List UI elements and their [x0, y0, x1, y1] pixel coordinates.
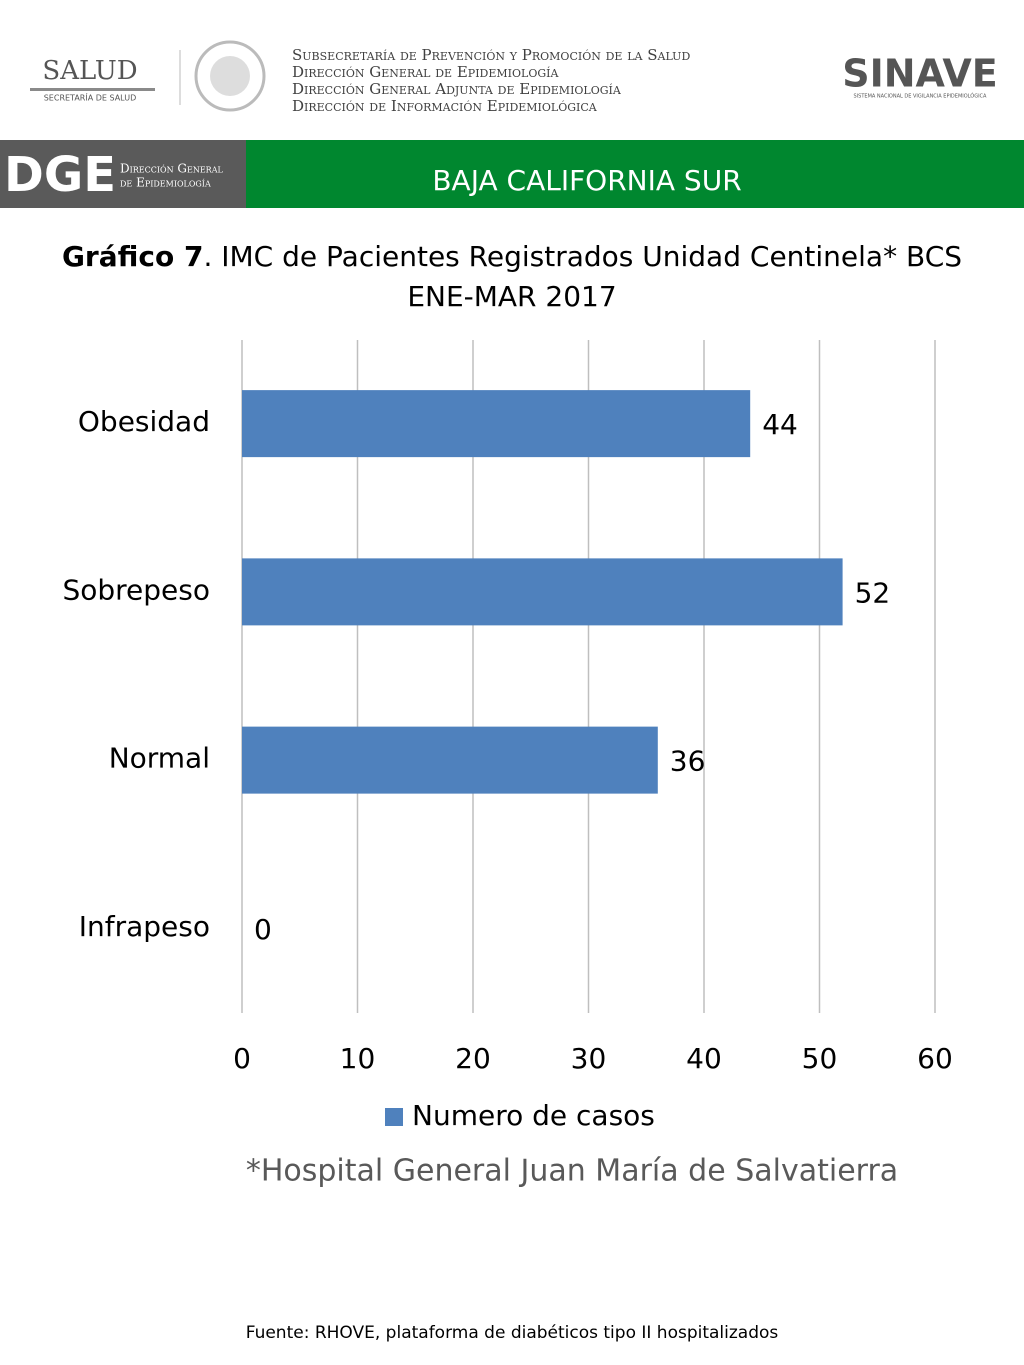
sinave-sub: SISTEMA NACIONAL DE VIGILANCIA EPIDEMIOL…: [854, 93, 988, 100]
y-tick-label: Infrapeso: [79, 910, 210, 943]
chart-title-line2: ENE-MAR 2017: [407, 280, 616, 313]
header-line: Dirección de Información Epidemiológica: [292, 97, 598, 115]
value-label: 0: [254, 913, 272, 946]
dge-box: [0, 140, 246, 208]
title-rest: . IMC de Pacientes Registrados Unidad Ce…: [203, 240, 962, 273]
dge-text: de Epidemiología: [120, 176, 211, 190]
header-line: Subsecretaría de Prevención y Promoción …: [292, 46, 690, 64]
x-tick-label: 0: [233, 1042, 251, 1075]
x-tick-label: 60: [917, 1042, 953, 1075]
footer: Fuente: RHOVE, plataforma de diabéticos …: [246, 1323, 779, 1343]
note: *Hospital General Juan María de Salvatie…: [246, 1154, 898, 1189]
header-line: Dirección General Adjunta de Epidemiolog…: [292, 80, 622, 98]
salud-rule: [30, 88, 155, 91]
y-tick-label: Normal: [109, 742, 210, 775]
x-tick-label: 30: [571, 1042, 607, 1075]
title-bold: Gráfico 7: [62, 240, 204, 273]
value-label: 44: [762, 408, 798, 441]
dge-text: Dirección General: [120, 162, 223, 176]
bar: [242, 726, 658, 794]
seal-inner: [210, 56, 250, 96]
bar: [242, 558, 843, 626]
header-line: Dirección General de Epidemiología: [292, 63, 559, 81]
x-tick-label: 50: [802, 1042, 838, 1075]
value-label: 36: [670, 745, 706, 778]
value-label: 52: [855, 576, 891, 609]
state-banner: [246, 140, 1024, 208]
legend-label: Numero de casos: [412, 1099, 655, 1132]
x-tick-label: 20: [455, 1042, 491, 1075]
y-tick-label: Obesidad: [78, 405, 210, 438]
salud-sub: SECRETARÍA DE SALUD: [44, 92, 137, 103]
y-tick-label: Sobrepeso: [62, 573, 210, 606]
state-name: BAJA CALIFORNIA SUR: [432, 164, 741, 197]
x-tick-label: 40: [686, 1042, 722, 1075]
sinave-logo: SINAVE: [842, 52, 998, 96]
bar: [242, 390, 751, 458]
seal: [194, 40, 266, 112]
x-tick-label: 10: [340, 1042, 376, 1075]
legend-swatch: [385, 1108, 403, 1126]
chart-title: Gráfico 7. IMC de Pacientes Registrados …: [62, 240, 962, 273]
salud-logo: SALUD: [42, 56, 137, 86]
dge-logo: DGE: [4, 147, 116, 203]
plot: 0 10 20 30 40 50 60 Obesidad 44 Sobrepeso 52 Normal…: [62, 340, 953, 1132]
